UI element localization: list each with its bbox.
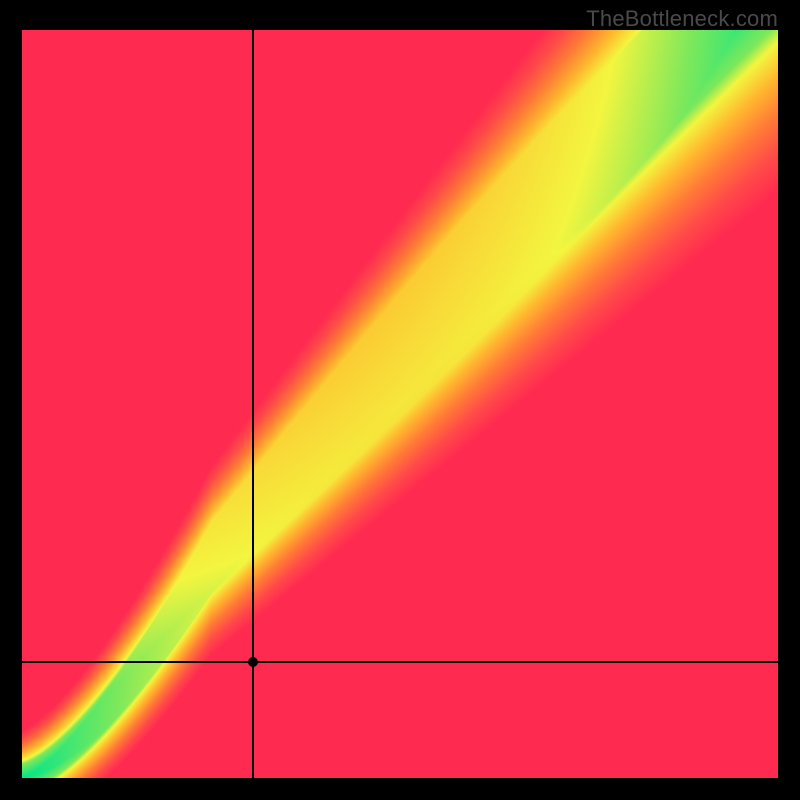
bottleneck-heatmap-canvas xyxy=(22,30,778,778)
crosshair-horizontal xyxy=(22,661,778,663)
plot-area xyxy=(22,30,778,778)
crosshair-marker-dot xyxy=(248,657,258,667)
watermark-text: TheBottleneck.com xyxy=(586,6,778,32)
